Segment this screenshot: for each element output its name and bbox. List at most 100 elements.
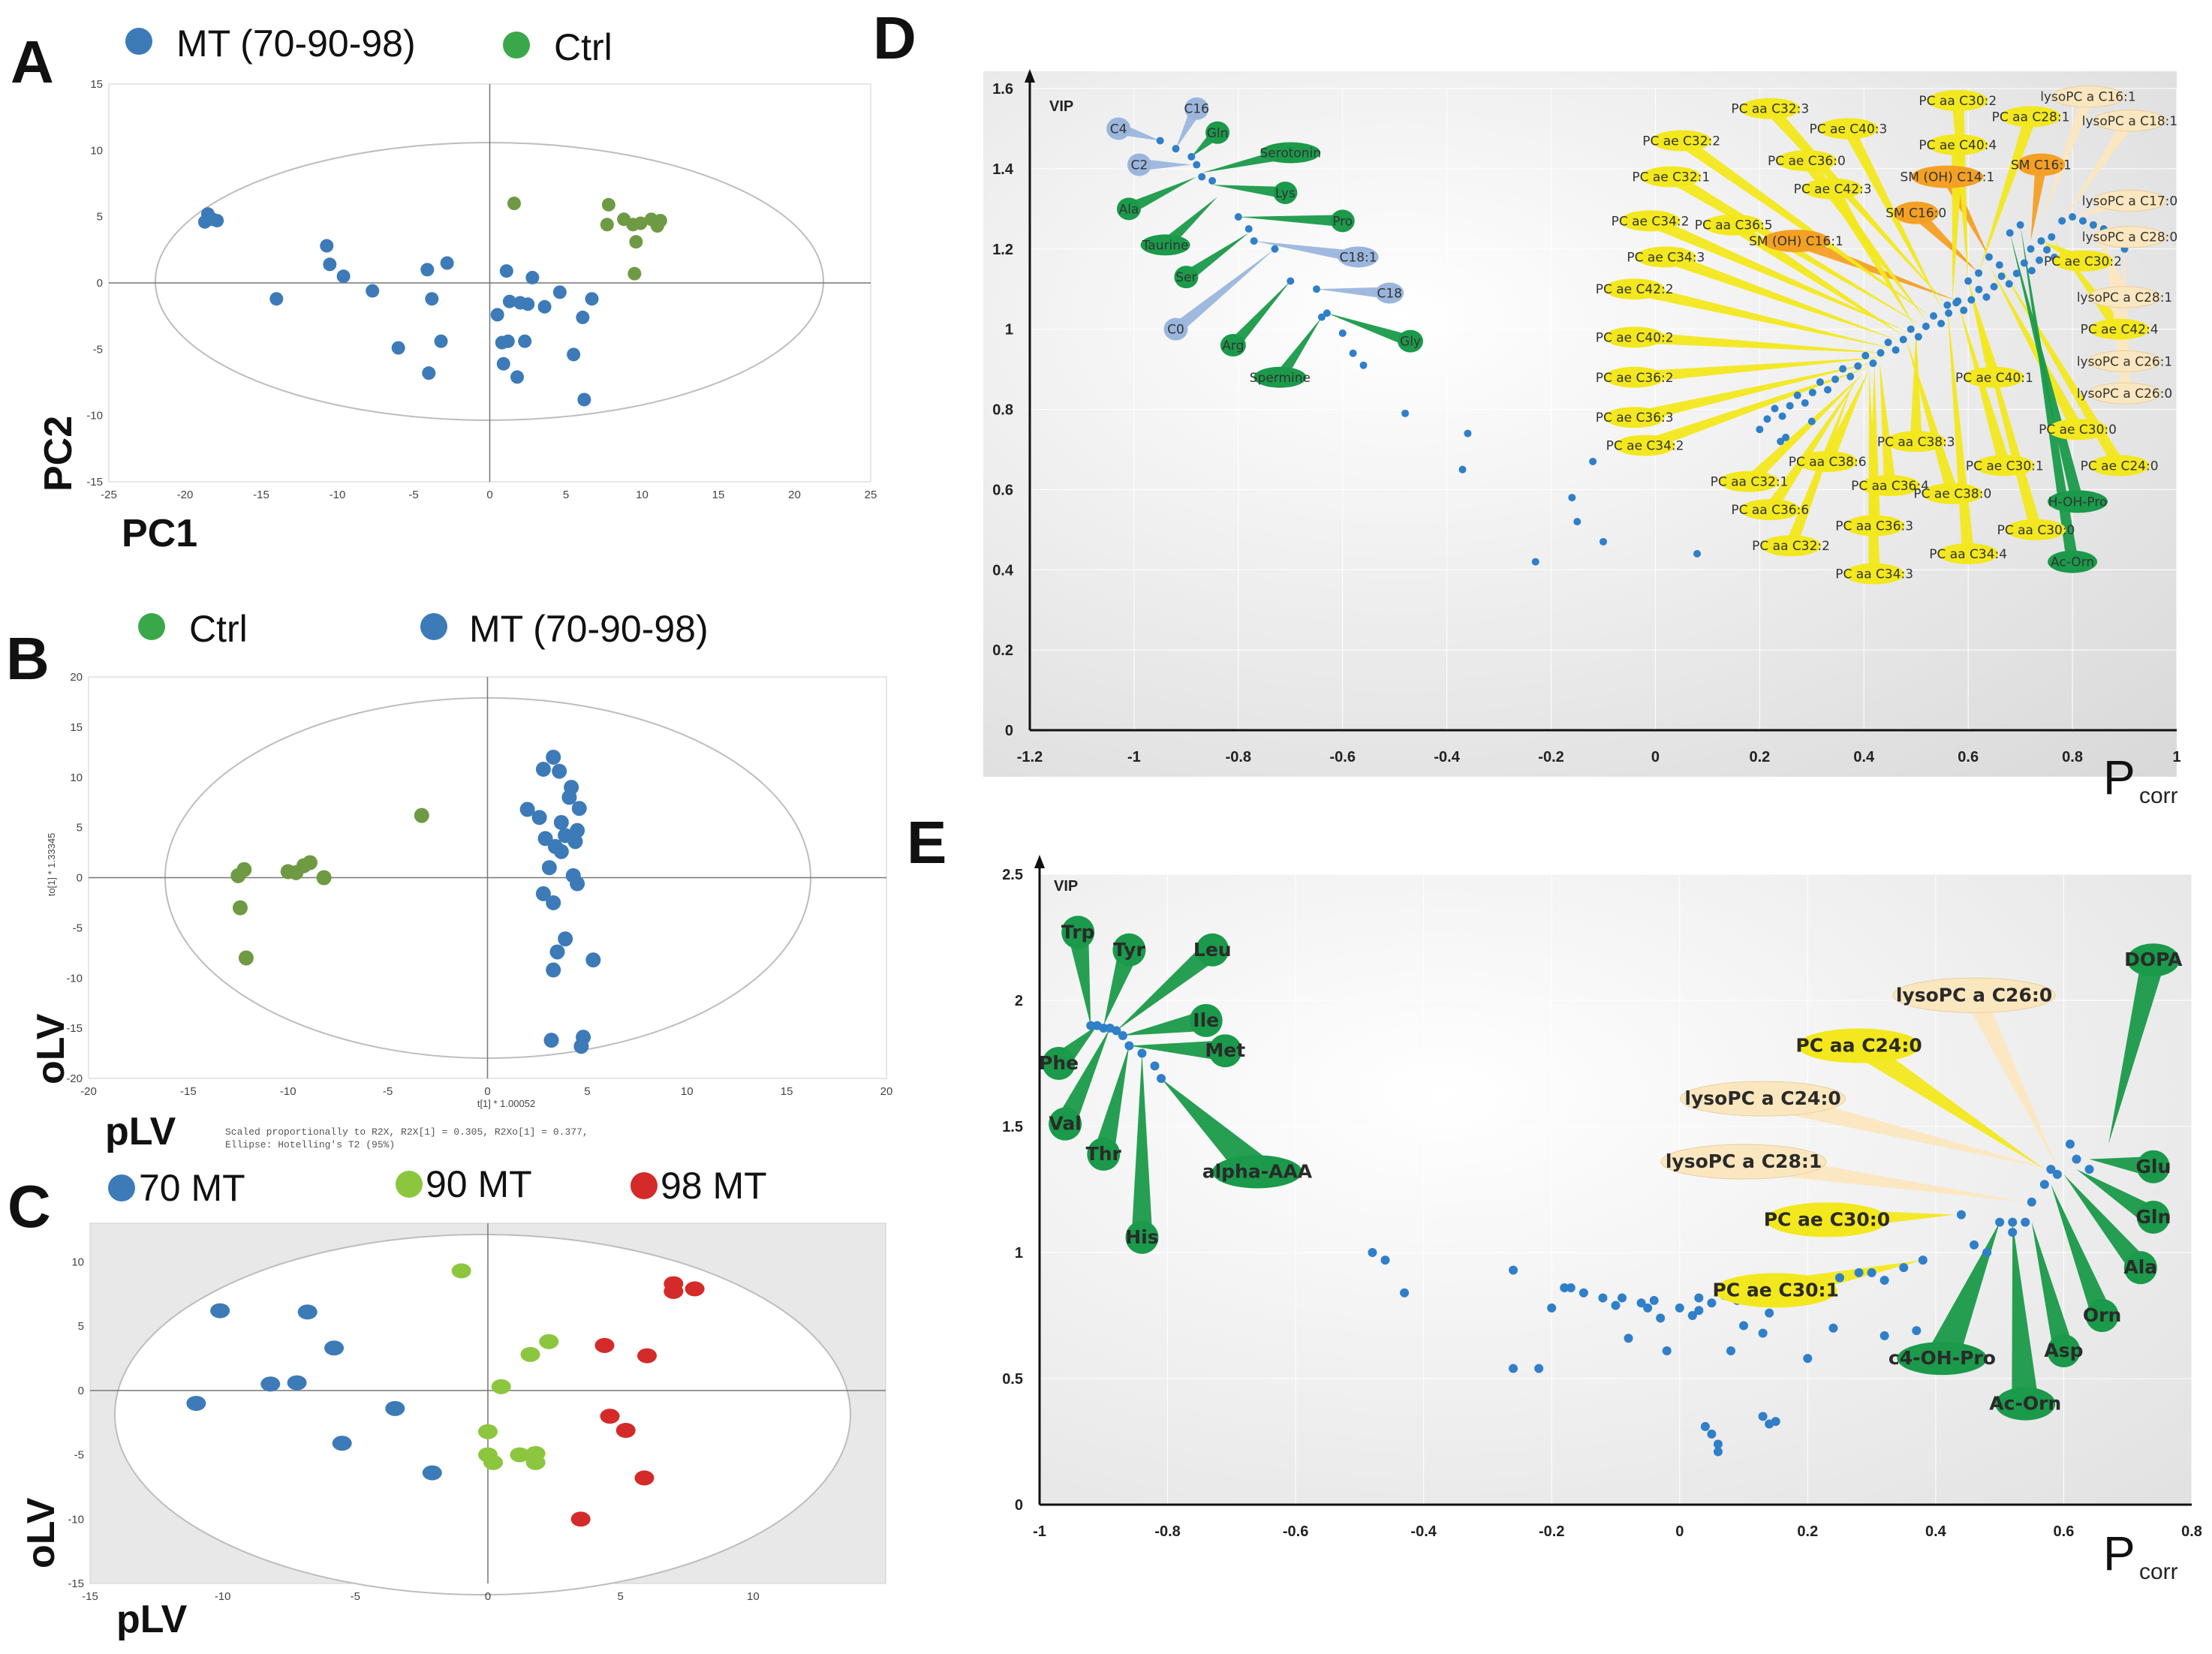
a-point-mt709098-3	[210, 213, 224, 227]
panel-letter-c: C	[8, 1173, 51, 1240]
d-point-14	[1338, 329, 1347, 337]
d-point-81	[1943, 301, 1952, 309]
d-xtick-6: 0	[1651, 749, 1660, 765]
e-point-21	[1611, 1301, 1621, 1310]
a-xtick-9: 20	[788, 489, 801, 501]
c-point-70mt-0	[210, 1303, 230, 1319]
d-ytick-2: 0.4	[992, 562, 1014, 579]
e-bubble-3	[1189, 1003, 1223, 1037]
d-point-9	[1271, 245, 1279, 253]
panel-c-ylabel: oLV	[20, 1497, 63, 1568]
e-ytick-0: 0	[1015, 1497, 1023, 1514]
d-bubble-label-14: Gly	[1400, 335, 1421, 350]
d-xtick-0: -1.2	[1017, 749, 1043, 765]
d-bubble-label-61: H-OH-Pro	[2048, 495, 2108, 510]
e-point-42	[1834, 1273, 1844, 1283]
d-point-80	[1954, 297, 1962, 305]
e-bubble-label-0: Trp	[1061, 921, 1095, 943]
d-point-1	[1172, 145, 1180, 153]
a-ytick-6: -15	[86, 476, 103, 489]
c-ytick-4: -10	[68, 1513, 84, 1526]
d-point-51	[1945, 309, 1953, 317]
d-callout-13	[1228, 281, 1291, 350]
panel-d-xlabel: P	[2103, 750, 2135, 804]
d-bubble-label-8: Pro	[1332, 214, 1353, 229]
d-callout-16	[2030, 164, 2048, 242]
e-bubble-label-6: Val	[1049, 1113, 1081, 1135]
d-callout-37	[1968, 281, 2000, 379]
c-point-90mt-1	[539, 1334, 559, 1349]
d-point-58	[1997, 272, 2006, 281]
c-ytick-5: -15	[68, 1577, 84, 1590]
d-point-40	[1861, 351, 1870, 359]
e-point-6	[1124, 1041, 1134, 1051]
d-bubble-46	[1860, 475, 1920, 497]
d-xtick-2: -0.8	[1226, 749, 1251, 765]
d-point-5	[1208, 176, 1217, 185]
d-bubble-2	[1205, 121, 1230, 144]
d-bubble-43	[1974, 455, 2035, 477]
d-ytick-1: 0.2	[992, 642, 1013, 659]
e-bubble-18	[1892, 977, 2056, 1013]
d-bubble-label-45: PC aa C32:1	[1711, 475, 1789, 490]
e-bubble-label-14: Orn	[2083, 1304, 2121, 1326]
e-point-66	[2021, 1217, 2030, 1227]
e-xtick-5: 0	[1675, 1523, 1684, 1540]
d-point-56	[1982, 293, 1991, 301]
d-bubble-label-10: Ser	[1175, 270, 1196, 285]
e-bubble-5	[1042, 1047, 1076, 1080]
d-callout-8	[1238, 215, 1344, 227]
d-ytick-0: 0	[1005, 723, 1013, 739]
e-point-56	[1758, 1328, 1768, 1338]
e-point-49	[1707, 1429, 1717, 1439]
d-bubble-label-31: PC ae C34:3	[1627, 250, 1705, 265]
e-xtick-0: -1	[1033, 1523, 1046, 1540]
d-point-76	[1995, 261, 2003, 269]
d-bubble-38	[1604, 407, 1665, 429]
d-bubble-6	[1273, 181, 1298, 204]
d-bubble-3	[1260, 142, 1321, 164]
e-bubble-22	[1765, 1202, 1888, 1237]
a-point-mt709098-28	[577, 392, 591, 407]
d-callout-9	[1253, 241, 1359, 263]
d-bubble-label-9: C18:1	[1340, 250, 1377, 265]
c-xtick-2: -5	[351, 1590, 360, 1603]
b-point-mt709098-11	[537, 831, 553, 847]
e-point-67	[2027, 1197, 2036, 1207]
d-point-83	[1782, 433, 1790, 441]
d-point-11	[1313, 285, 1320, 293]
e-point-71	[2065, 1139, 2075, 1149]
d-callout-62	[2020, 224, 2078, 563]
a-point-ctrl-9	[629, 235, 643, 249]
d-callout-4	[1139, 158, 1192, 171]
d-point-38	[1846, 372, 1855, 380]
e-point-60	[1828, 1323, 1838, 1333]
b-ytick-5: -5	[73, 922, 83, 934]
d-callout-42	[1822, 369, 1870, 465]
b-point-ctrl-1	[236, 862, 252, 877]
e-point-26	[1649, 1295, 1659, 1305]
e-ytick-2: 1	[1015, 1245, 1023, 1262]
e-bubble-2	[1196, 933, 1229, 967]
c-point-90mt-7	[510, 1447, 530, 1463]
legend-c-90-label: 90 MT	[426, 1163, 532, 1205]
d-bubble-8	[1330, 209, 1355, 233]
a-point-mt709098-13	[440, 256, 454, 270]
e-bubble-13	[2123, 1251, 2157, 1285]
c-point-70mt-8	[422, 1465, 442, 1481]
e-point-74	[2008, 1217, 2018, 1227]
c-point-98mt-5	[600, 1409, 620, 1424]
e-callout-8	[1131, 1053, 1153, 1237]
d-bubble-21	[1928, 90, 1988, 112]
d-bubble-label-48: PC aa C36:6	[1731, 503, 1809, 518]
b-xtick-1: -15	[180, 1085, 197, 1098]
d-bubble-label-42: PC aa C38:6	[1789, 455, 1867, 470]
d-point-18	[1464, 429, 1472, 438]
a-point-mt709098-29	[576, 310, 590, 324]
d-bubble-10	[1174, 266, 1199, 289]
b-inner-ylabel: to[1] * 1.33345	[46, 833, 57, 897]
legend-c-98-label: 98 MT	[661, 1165, 767, 1207]
d-bubble-label-37: PC ae C40:1	[1955, 371, 2033, 386]
d-callout-38	[1633, 361, 1880, 423]
d-callout-18	[1912, 208, 1979, 273]
